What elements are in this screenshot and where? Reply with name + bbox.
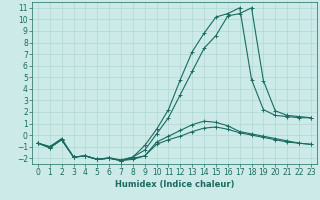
X-axis label: Humidex (Indice chaleur): Humidex (Indice chaleur) xyxy=(115,180,234,189)
